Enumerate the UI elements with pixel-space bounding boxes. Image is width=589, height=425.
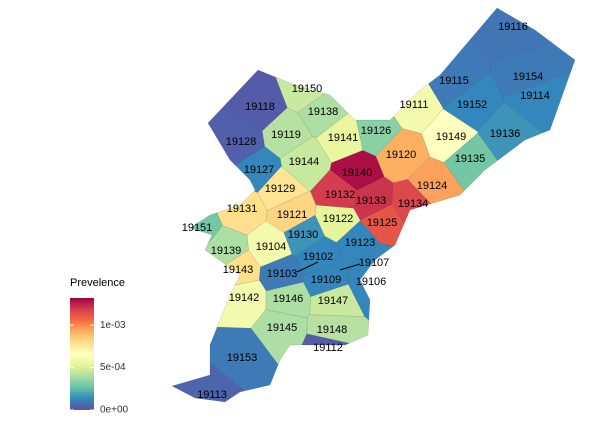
zip-region: [359, 203, 405, 247]
legend-tick-label: 0e+00: [100, 405, 129, 416]
zip-label: 19148: [317, 324, 348, 336]
zip-label: 19106: [356, 276, 387, 288]
labels: 19116 19154 19114 19115 19152 19136 19111 19149…: [182, 21, 550, 401]
legend-tick-label: 5e-04: [100, 362, 126, 373]
zip-region: [216, 279, 267, 329]
zip-label: 19145: [267, 322, 298, 334]
zip-label: 19140: [342, 167, 373, 179]
zip-label: 19115: [439, 75, 469, 87]
zip-region: [204, 225, 249, 265]
zip-region: [502, 71, 572, 134]
zip-label: 19124: [417, 180, 448, 192]
zip-label: 19143: [223, 264, 254, 276]
zip-label: 19144: [289, 156, 320, 168]
zip-label: 19136: [490, 128, 521, 140]
zip-label: 19129: [265, 183, 296, 195]
zip-label: 19149: [436, 131, 467, 143]
zip-label: 19153: [227, 352, 258, 364]
zip-region: [301, 333, 350, 346]
zip-label: 19152: [457, 99, 488, 111]
zip-region: [306, 314, 370, 344]
zip-label: 19147: [318, 295, 349, 307]
zip-label: 19135: [455, 153, 486, 165]
zip-label: 19146: [273, 293, 304, 305]
zip-region: [303, 260, 350, 298]
zip-region: [309, 283, 365, 317]
zip-label: 19130: [288, 229, 319, 241]
zip-label: 19150: [292, 83, 323, 95]
zip-label: 19104: [256, 241, 287, 253]
legend-colorbar: [70, 298, 94, 410]
zip-label: 19121: [277, 209, 308, 221]
zip-region: [265, 190, 317, 233]
zip-label: 19118: [245, 101, 275, 113]
zip-label: 19120: [386, 149, 417, 161]
zip-label: 19119: [271, 129, 301, 141]
zip-label: 19128: [226, 136, 257, 148]
zip-label: 19134: [398, 198, 429, 210]
legend-title: Prevelence: [70, 277, 125, 289]
zip-label: 19151: [182, 222, 213, 234]
legend-tick-label: 1e-03: [100, 320, 126, 331]
zip-region: [309, 169, 358, 209]
zip-label: 19103: [267, 268, 298, 280]
zip-label: 19111: [400, 99, 429, 111]
zip-label: 19116: [498, 21, 528, 33]
zip-label: 19109: [311, 274, 342, 286]
leader-line: [296, 261, 319, 273]
zip-label: 19122: [323, 213, 354, 225]
zip-region: [171, 362, 246, 403]
zip-label: 19141: [328, 132, 359, 144]
zip-label: 19114: [520, 90, 550, 102]
zip-label: 19126: [361, 125, 392, 137]
zip-label: 19125: [367, 217, 398, 229]
zip-label: 19102: [303, 251, 334, 263]
zip-label: 19142: [229, 292, 260, 304]
zip-label: 19107: [359, 257, 390, 269]
leader-line: [339, 263, 361, 271]
zip-region: [259, 253, 305, 292]
zip-label: 19138: [308, 106, 339, 118]
zip-label: 19131: [227, 203, 258, 215]
zip-region: [209, 326, 279, 392]
zip-label: 19132: [325, 189, 356, 201]
zip-label: 19113: [197, 389, 227, 401]
zip-label: 19133: [356, 195, 387, 207]
regions: [171, 7, 576, 403]
zip-label: 19127: [244, 164, 275, 176]
zip-label: 19139: [211, 245, 242, 257]
zip-label: 19123: [345, 237, 376, 249]
zip-label: 19154: [513, 71, 544, 83]
zip-label: 19112: [313, 342, 343, 354]
zip-region: [393, 83, 444, 134]
